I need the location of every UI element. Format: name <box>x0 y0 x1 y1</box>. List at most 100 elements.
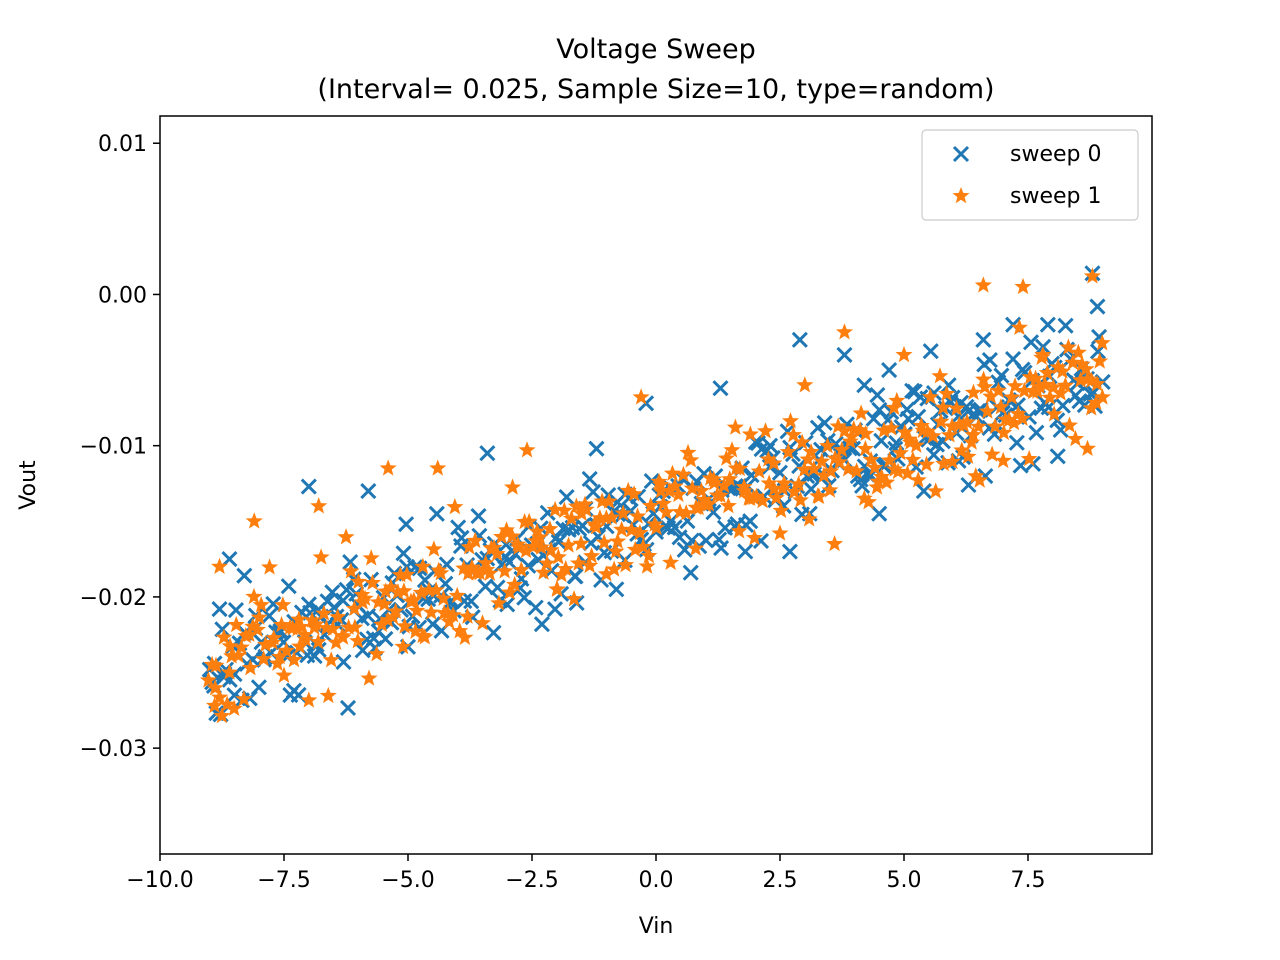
data-point <box>647 518 666 536</box>
data-point <box>241 659 259 676</box>
data-point <box>520 512 538 529</box>
data-point <box>581 470 598 487</box>
data-point <box>731 459 749 477</box>
data-point <box>882 419 900 436</box>
data-point <box>687 539 705 556</box>
data-point <box>1071 371 1090 388</box>
data-point <box>605 560 623 577</box>
data-point <box>408 601 426 619</box>
data-point <box>477 554 495 571</box>
data-point <box>490 594 508 611</box>
data-point <box>550 533 567 551</box>
data-point <box>821 481 839 498</box>
data-point <box>1078 439 1097 456</box>
data-point <box>593 492 611 509</box>
data-point <box>871 505 888 522</box>
data-point <box>829 417 847 434</box>
data-point <box>488 545 506 562</box>
data-point <box>953 441 971 458</box>
data-point <box>833 441 851 458</box>
data-point <box>597 565 615 582</box>
data-point <box>291 637 309 654</box>
data-point <box>986 417 1004 434</box>
data-point <box>506 575 524 593</box>
data-point <box>964 383 982 401</box>
data-point <box>632 388 650 405</box>
x-axis-label: Vin <box>639 914 674 939</box>
data-point <box>674 465 692 483</box>
data-point <box>394 637 412 655</box>
data-point <box>562 509 581 527</box>
data-point <box>458 607 477 624</box>
data-point <box>356 589 374 606</box>
data-point <box>868 478 886 495</box>
data-point <box>319 686 337 704</box>
data-point <box>1049 448 1066 465</box>
data-point <box>416 628 434 645</box>
data-point <box>983 445 1001 462</box>
data-point <box>896 423 914 440</box>
data-point <box>538 554 556 571</box>
data-point <box>396 617 414 634</box>
data-point <box>322 651 340 668</box>
points-layer <box>199 265 1111 724</box>
data-point <box>221 637 239 654</box>
data-point <box>567 568 584 585</box>
data-point <box>958 413 976 430</box>
data-point <box>995 423 1013 441</box>
data-point <box>405 591 423 608</box>
data-point <box>227 615 245 633</box>
data-point <box>626 540 644 558</box>
data-point <box>886 460 904 477</box>
data-point <box>813 452 831 469</box>
data-point <box>907 436 925 453</box>
data-point <box>444 606 462 623</box>
data-point <box>603 508 621 525</box>
data-point <box>753 440 770 458</box>
data-point <box>856 439 874 457</box>
data-point <box>924 427 942 444</box>
data-point <box>285 650 303 668</box>
data-point <box>456 628 474 645</box>
data-point <box>245 587 263 605</box>
data-point <box>935 454 953 472</box>
data-point <box>274 596 292 613</box>
data-point <box>855 489 873 506</box>
data-point <box>481 564 499 581</box>
data-point <box>235 690 253 707</box>
data-point <box>938 384 956 402</box>
chart-title: Voltage Sweep <box>556 34 755 65</box>
data-point <box>570 554 588 571</box>
data-point <box>463 558 481 575</box>
data-point <box>548 580 566 597</box>
data-point <box>541 520 559 537</box>
data-point <box>534 563 553 580</box>
data-point <box>382 578 400 595</box>
data-point <box>497 521 516 538</box>
data-point <box>815 466 833 483</box>
data-point <box>1088 375 1106 392</box>
y-axis-label: Vout <box>16 460 41 510</box>
data-point <box>652 482 670 499</box>
data-point <box>479 445 496 462</box>
data-point <box>974 276 992 293</box>
data-point <box>713 539 730 557</box>
data-point <box>765 480 783 497</box>
data-point <box>682 564 699 581</box>
data-point <box>1013 409 1032 426</box>
data-point <box>695 490 713 508</box>
data-point <box>585 483 602 500</box>
data-point <box>1044 378 1062 395</box>
data-point <box>779 443 797 460</box>
data-point <box>414 557 432 574</box>
data-point <box>226 687 243 704</box>
data-point <box>373 615 391 633</box>
data-point <box>671 529 688 546</box>
data-point <box>711 486 729 504</box>
data-point <box>927 482 945 499</box>
data-point <box>730 522 748 539</box>
data-point <box>741 489 759 506</box>
data-point <box>412 583 430 601</box>
data-point <box>215 628 233 645</box>
